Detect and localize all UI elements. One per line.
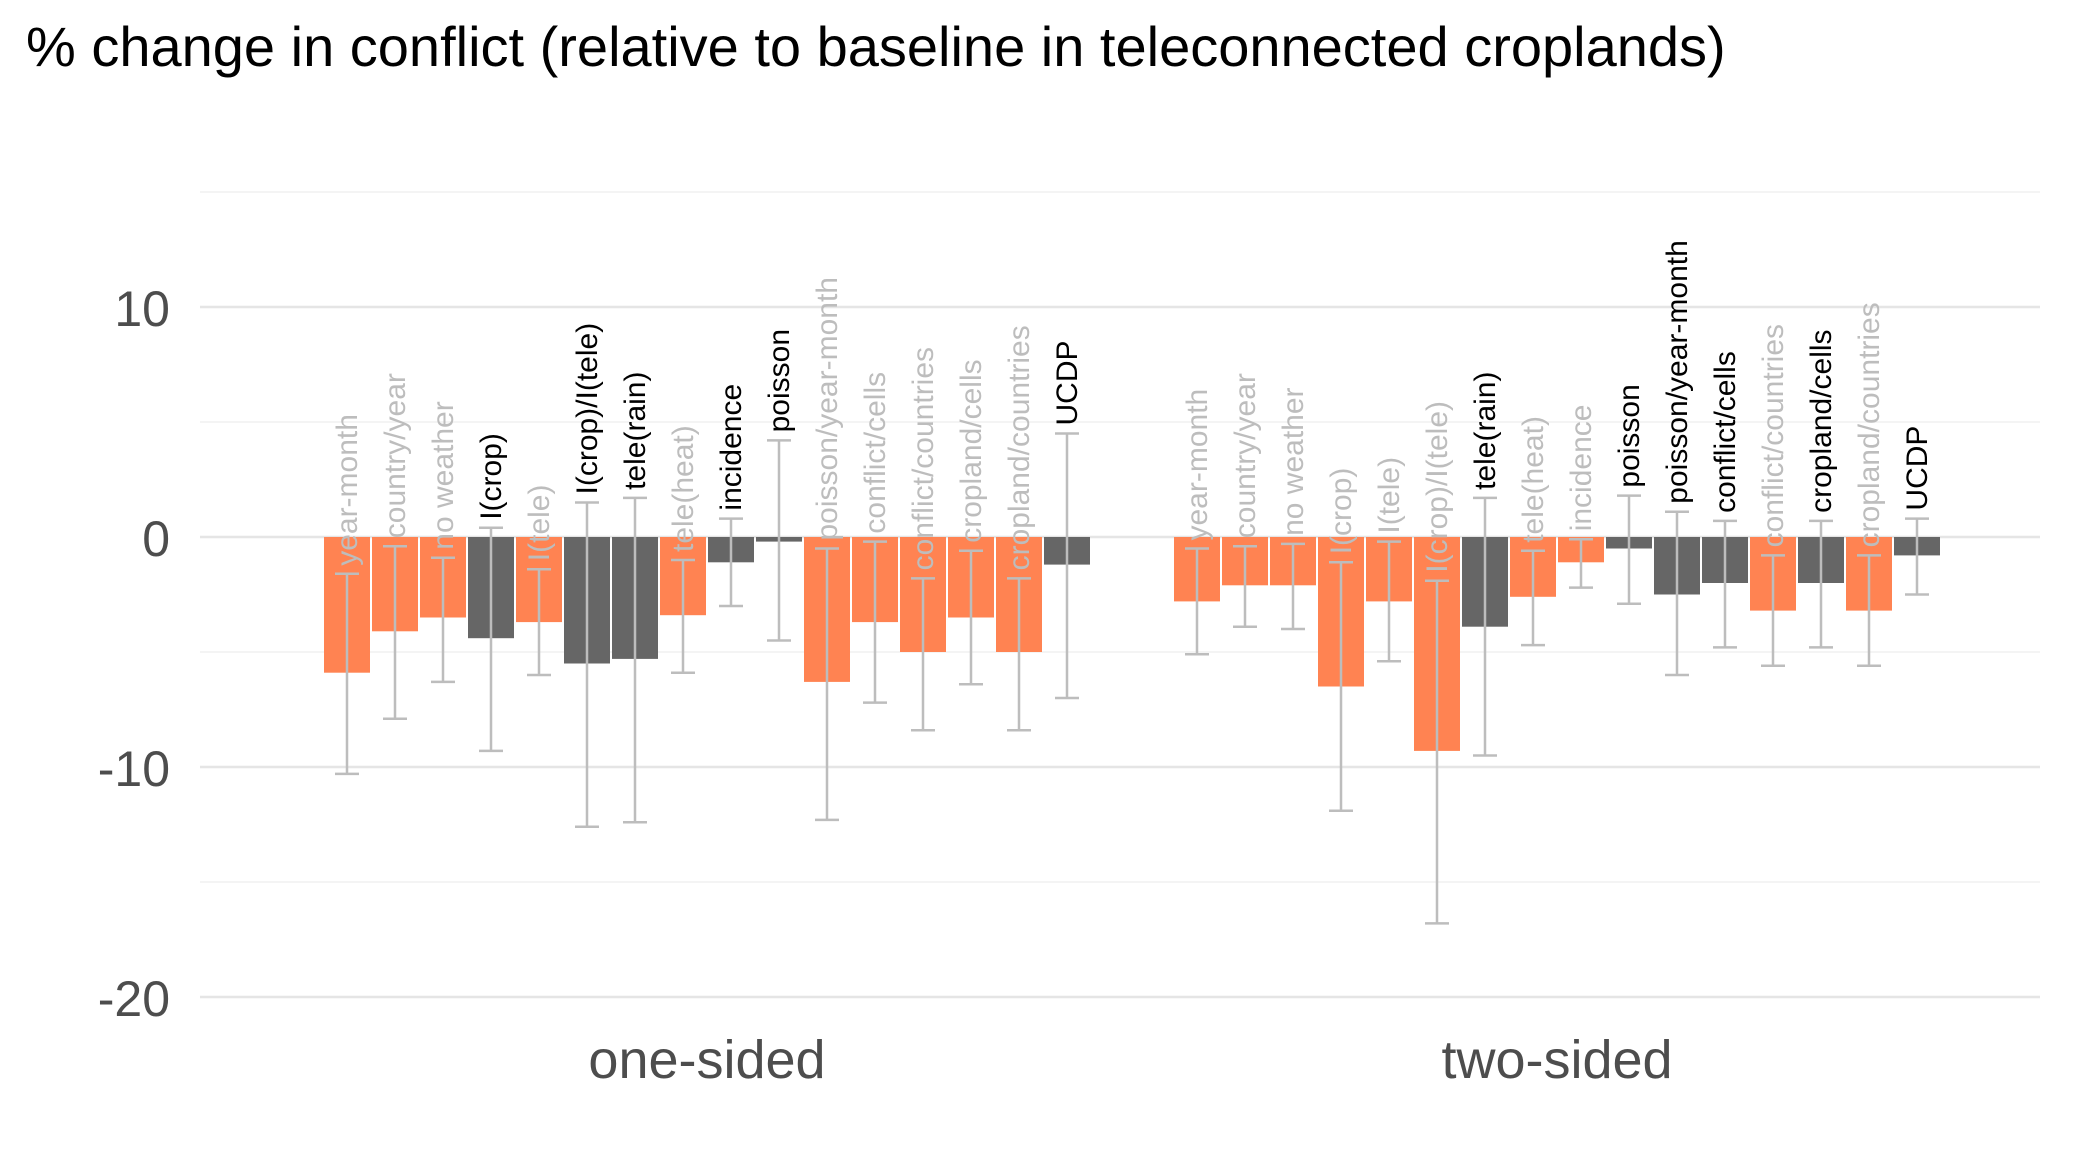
error-bar [1233, 544, 1257, 628]
bar-label: no weather [427, 401, 460, 549]
bar-label: I(crop)/I(tele) [571, 323, 604, 495]
y-tick-label: 0 [142, 511, 170, 567]
bar-label: year-month [331, 414, 364, 566]
error-bar [959, 549, 983, 686]
error-bar [1329, 561, 1353, 812]
error-bar [1055, 432, 1079, 700]
bar-label: conflict/countries [1757, 324, 1790, 547]
bar-label: country/year [1229, 373, 1262, 538]
bar-label: conflict/cells [1709, 351, 1742, 513]
error-bar [863, 540, 887, 704]
error-bar [431, 556, 455, 684]
x-group-label: one-sided [588, 1030, 825, 1090]
error-bar [1521, 549, 1545, 647]
error-bar [1857, 554, 1881, 668]
bar-label: incidence [715, 384, 748, 511]
bar-label: year-month [1181, 389, 1214, 541]
bar-labels: year-month country/year no weather I(crop) I… [331, 240, 1934, 572]
bar-label: I(crop)/I(tele) [1421, 401, 1454, 573]
bar-label: I(crop) [1325, 468, 1358, 555]
y-tick-label: -20 [98, 971, 170, 1027]
error-bar [767, 439, 791, 642]
error-bar [1665, 510, 1689, 677]
error-bar [1569, 538, 1593, 589]
bar-label: UCDP [1901, 426, 1934, 511]
bar-label: tele(heat) [667, 425, 700, 552]
error-bar [383, 544, 407, 720]
chart-title: % change in conflict (relative to baseli… [26, 15, 1726, 78]
bar-label: cropland/countries [1853, 302, 1886, 547]
bar-label: poisson/year-month [811, 277, 844, 540]
bar-label: tele(heat) [1517, 416, 1550, 543]
error-bar [671, 558, 695, 674]
error-bar [1617, 494, 1641, 605]
bar-label: poisson [763, 329, 796, 432]
error-bar [1185, 547, 1209, 656]
bar-label: I(crop) [475, 433, 508, 520]
y-tick-label: -10 [98, 741, 170, 797]
error-bar [1377, 540, 1401, 663]
bar-label: conflict/countries [907, 347, 940, 570]
error-bar [1425, 579, 1449, 925]
y-tick-label: 10 [114, 281, 170, 337]
error-bar [1761, 554, 1785, 668]
error-bar [1809, 519, 1833, 649]
error-bar [623, 496, 647, 824]
error-bar [719, 517, 743, 608]
bars [324, 537, 1940, 751]
bar-label: poisson [1613, 384, 1646, 487]
error-bar [1713, 519, 1737, 649]
error-bar [479, 526, 503, 753]
bar-label: cropland/cells [955, 359, 988, 542]
bar-label: I(tele) [523, 485, 556, 562]
bar-label: cropland/cells [1805, 329, 1838, 512]
error-bar [911, 577, 935, 732]
bar-label: conflict/cells [859, 372, 892, 534]
error-bar [1007, 577, 1031, 732]
x-axis-group-labels: one-sided two-sided [588, 1030, 1672, 1090]
error-bar [335, 572, 359, 776]
x-group-label: two-sided [1441, 1030, 1672, 1090]
error-bar [1473, 496, 1497, 757]
bar-label: country/year [379, 373, 412, 538]
bar-label: I(tele) [1373, 457, 1406, 534]
error-bars [335, 432, 1929, 925]
bar-label: poisson/year-month [1661, 240, 1694, 503]
error-bar [575, 501, 599, 829]
error-bar [1905, 517, 1929, 596]
bar-label: cropland/countries [1003, 325, 1036, 570]
error-bar [1281, 542, 1305, 631]
error-bar [527, 567, 551, 677]
bar-label: no weather [1277, 387, 1310, 535]
grid-lines [200, 191, 2040, 999]
y-axis-tick-labels: 10 0 -10 -20 [98, 281, 170, 1027]
error-bar [815, 547, 839, 822]
bar-label: UCDP [1051, 340, 1084, 425]
bar-label: incidence [1565, 405, 1598, 532]
bar-label: tele(rain) [619, 372, 652, 490]
bar-label: tele(rain) [1469, 372, 1502, 490]
